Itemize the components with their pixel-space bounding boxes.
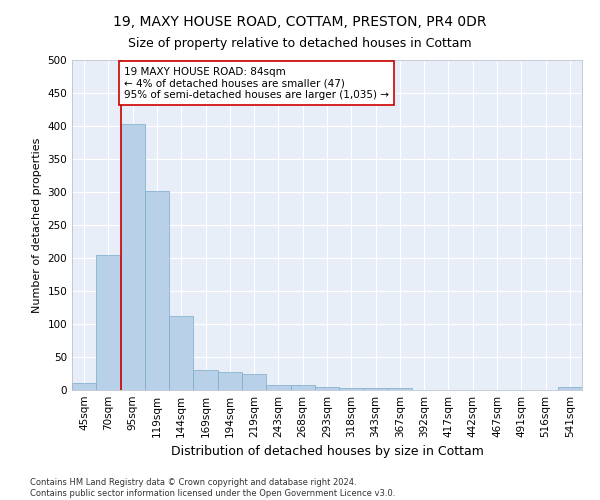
Bar: [266, 384, 290, 390]
Text: 19, MAXY HOUSE ROAD, COTTAM, PRESTON, PR4 0DR: 19, MAXY HOUSE ROAD, COTTAM, PRESTON, PR…: [113, 15, 487, 29]
Text: Contains HM Land Registry data © Crown copyright and database right 2024.
Contai: Contains HM Land Registry data © Crown c…: [30, 478, 395, 498]
Bar: [364, 388, 388, 390]
Bar: [169, 316, 193, 390]
Text: Size of property relative to detached houses in Cottam: Size of property relative to detached ho…: [128, 38, 472, 51]
Bar: [388, 388, 412, 390]
Bar: [145, 190, 169, 390]
Bar: [315, 386, 339, 390]
Y-axis label: Number of detached properties: Number of detached properties: [32, 138, 42, 312]
Bar: [96, 254, 121, 390]
Bar: [290, 386, 315, 390]
Bar: [121, 124, 145, 390]
X-axis label: Distribution of detached houses by size in Cottam: Distribution of detached houses by size …: [170, 446, 484, 458]
Bar: [218, 372, 242, 390]
Bar: [558, 386, 582, 390]
Bar: [339, 388, 364, 390]
Bar: [193, 370, 218, 390]
Bar: [242, 374, 266, 390]
Bar: [72, 384, 96, 390]
Text: 19 MAXY HOUSE ROAD: 84sqm
← 4% of detached houses are smaller (47)
95% of semi-d: 19 MAXY HOUSE ROAD: 84sqm ← 4% of detach…: [124, 66, 389, 100]
